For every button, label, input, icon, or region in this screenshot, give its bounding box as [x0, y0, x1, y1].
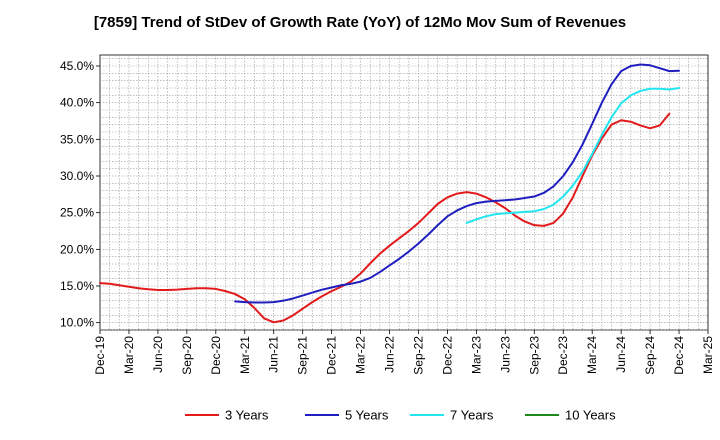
- series-line-3-years: [99, 112, 671, 324]
- legend-item-3-years: 3 Years: [185, 408, 269, 423]
- legend-label: 3 Years: [225, 408, 269, 423]
- x-tick-label: Dec-24: [672, 336, 686, 375]
- x-axis: Dec-19 Mar-20 Jun-20 Sep-20 Dec-20 Mar-21 Jun-…: [93, 330, 715, 375]
- y-tick-label: 35.0%: [60, 132, 94, 146]
- y-tick-label: 20.0%: [60, 242, 94, 256]
- y-axis: 10.0% 15.0% 20.0% 25.0% 30.0% 35.0% 40.0% 45.0%: [60, 59, 100, 330]
- x-tick-label: Jun-20: [151, 336, 165, 373]
- y-tick-label: 10.0%: [60, 316, 94, 330]
- x-tick-label: Dec-21: [325, 336, 339, 375]
- y-tick-label: 40.0%: [60, 96, 94, 110]
- x-tick-label: Sep-23: [527, 336, 541, 375]
- series-line-7-years: [465, 87, 681, 224]
- legend-item-5-years: 5 Years: [305, 408, 389, 423]
- x-tick-label: Mar-24: [585, 336, 599, 374]
- x-tick-label: Jun-21: [267, 336, 281, 373]
- y-tick-label: 45.0%: [60, 59, 94, 73]
- y-tick-label: 25.0%: [60, 206, 94, 220]
- x-tick-label: Jun-22: [383, 336, 397, 373]
- legend-label: 10 Years: [565, 408, 616, 423]
- y-tick-label: 15.0%: [60, 279, 94, 293]
- series-line-5-years: [234, 63, 681, 304]
- x-tick-label: Mar-25: [701, 336, 715, 374]
- x-tick-label: Jun-23: [498, 336, 512, 373]
- x-tick-label: Sep-24: [643, 336, 657, 375]
- x-tick-label: Jun-24: [614, 336, 628, 373]
- plot-area: [99, 54, 709, 331]
- x-tick-label: Sep-20: [180, 336, 194, 375]
- series-lines: [99, 63, 681, 324]
- x-tick-label: Dec-19: [93, 336, 107, 375]
- y-tick-label: 30.0%: [60, 169, 94, 183]
- grid-lines: [100, 55, 708, 331]
- x-tick-label: Dec-23: [556, 336, 570, 375]
- x-tick-label: Dec-22: [440, 336, 454, 375]
- x-tick-label: Mar-20: [122, 336, 136, 374]
- x-tick-label: Sep-22: [411, 336, 425, 375]
- x-tick-label: Sep-21: [296, 336, 310, 375]
- x-tick-label: Mar-23: [469, 336, 483, 374]
- x-tick-label: Mar-22: [354, 336, 368, 374]
- legend-item-7-years: 7 Years: [410, 408, 494, 423]
- x-tick-label: Dec-20: [209, 336, 223, 375]
- legend-item-10-years: 10 Years: [525, 408, 616, 423]
- legend-label: 5 Years: [345, 408, 389, 423]
- legend-label: 7 Years: [450, 408, 494, 423]
- chart-title: [7859] Trend of StDev of Growth Rate (Yo…: [93, 14, 627, 31]
- x-tick-label: Mar-21: [238, 336, 252, 374]
- legend: 3 Years 5 Years 7 Years 10 Years: [185, 408, 616, 423]
